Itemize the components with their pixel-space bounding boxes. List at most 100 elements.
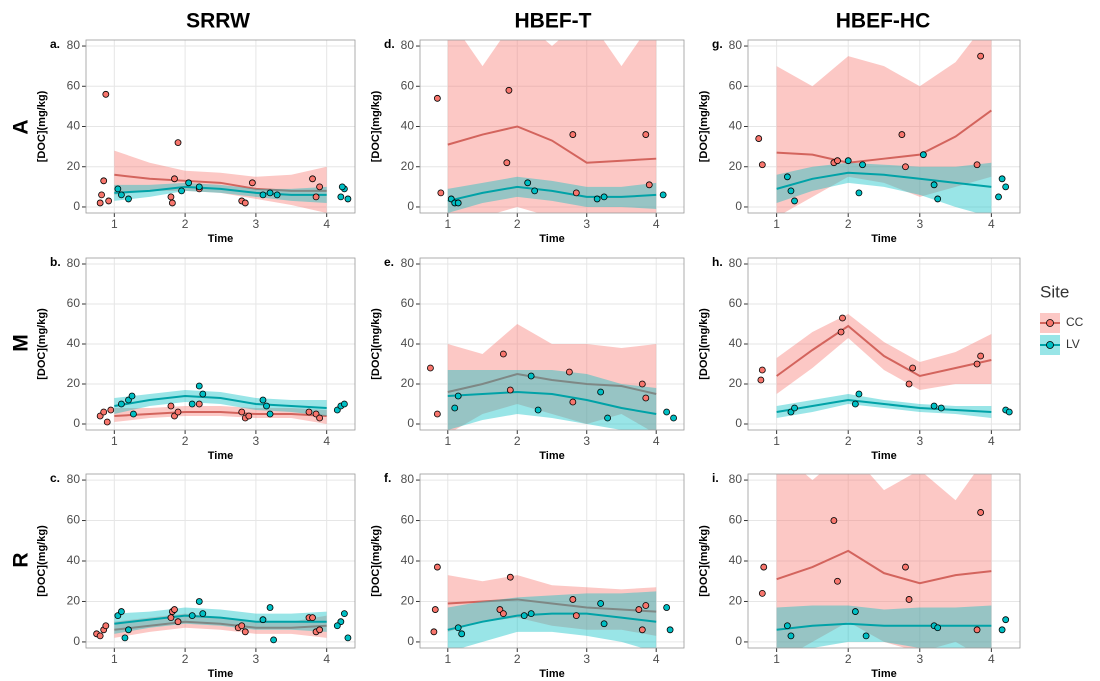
point [168,199,176,207]
y-tick-label: 80 [729,472,743,486]
point [505,86,513,94]
point [238,622,246,630]
x-axis-title: Time [208,668,233,680]
point [902,563,909,571]
y-tick-label: 80 [401,38,415,52]
point [316,626,324,634]
plot-layer [433,40,667,213]
fit-line [114,185,327,196]
point [238,408,246,416]
confidence-ribbon [114,406,327,424]
x-tick-label: 3 [583,217,590,231]
series [447,176,657,213]
row-label: A [10,119,33,134]
point [100,177,108,185]
point [121,634,129,642]
point [312,193,320,201]
y-tick-label: 0 [407,416,414,430]
x-tick-label: 1 [111,652,118,666]
point [451,404,459,412]
y-tick-label: 20 [729,159,743,173]
point [569,596,577,603]
point [100,408,108,416]
y-tick-label: 0 [407,634,414,648]
x-axis-title: Time [539,668,564,680]
confidence-ribbon [447,40,657,213]
x-axis-title: Time [208,233,233,245]
point [919,151,927,159]
y-tick-label: 40 [67,119,81,133]
point [263,402,270,410]
y-tick-label: 80 [729,256,743,270]
point [597,388,605,396]
panel-tag: f. [384,471,391,485]
y-tick-label: 60 [67,513,81,527]
point [758,366,766,374]
point [188,400,196,408]
y-tick-label: 20 [401,376,415,390]
point [791,197,798,205]
point [128,392,136,400]
panel-tag: e. [384,255,394,269]
point [174,618,182,626]
x-tick-label: 2 [514,217,521,231]
point [973,360,981,368]
x-tick-label: 3 [916,434,923,448]
x-tick-label: 2 [514,434,521,448]
point [431,606,439,613]
series [776,40,992,213]
fit-line [776,398,992,413]
x-tick-label: 3 [253,217,260,231]
x-tick-label: 2 [514,652,521,666]
y-tick-label: 80 [401,472,415,486]
x-tick-label: 4 [988,434,995,448]
confidence-ribbon [447,370,657,430]
x-tick-label: 1 [444,652,451,666]
panel-tag: c. [50,471,60,485]
series [114,182,327,203]
point [117,400,125,408]
series [114,390,327,416]
point [199,610,207,618]
point [114,185,122,193]
point [837,328,845,336]
point [998,626,1006,634]
point [787,187,795,195]
point [851,400,859,408]
point [171,606,178,613]
point [572,612,580,620]
point [273,191,281,199]
fit-line [447,185,657,202]
y-tick-label: 20 [729,594,743,608]
x-axis-title: Time [208,450,233,462]
confidence-ribbon [776,605,992,648]
y-axis-title: [DOC](mg/kg) [370,90,382,162]
point [245,412,253,420]
point [266,410,274,418]
point [659,191,667,199]
confidence-ribbon [447,176,657,213]
plot-layer [93,598,352,644]
point [600,193,608,201]
point [834,577,841,585]
confidence-ribbon [114,390,327,416]
fit-line [776,324,992,378]
y-axis-title: [DOC](mg/kg) [36,90,48,162]
series [776,394,992,418]
fit-line [447,125,657,164]
point [569,131,577,138]
plot-layer [96,382,348,426]
point [520,612,528,620]
plot-border [747,473,1021,649]
confidence-ribbon [114,607,327,634]
point [506,573,514,581]
x-tick-label: 2 [845,652,852,666]
row-label: R [10,552,33,567]
x-tick-label: 1 [111,434,118,448]
x-tick-label: 3 [916,652,923,666]
point [333,622,341,630]
point [105,197,113,205]
point [937,404,945,412]
y-tick-label: 0 [735,199,742,213]
x-tick-label: 2 [845,217,852,231]
